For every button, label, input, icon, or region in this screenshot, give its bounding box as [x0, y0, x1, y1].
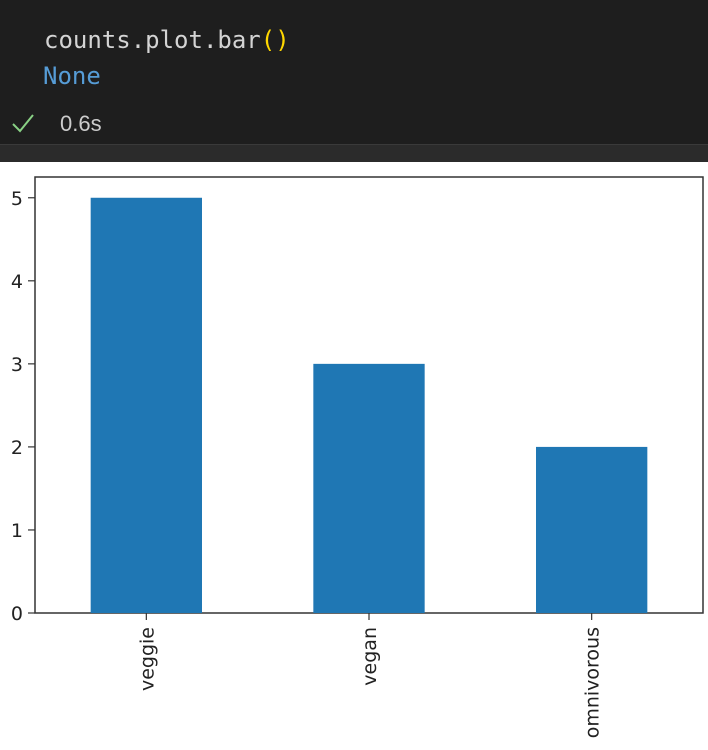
y-tick-label: 2 — [11, 437, 23, 459]
bar-omnivorous — [536, 446, 648, 613]
y-tick-label: 4 — [11, 271, 23, 293]
bar-vegan — [313, 363, 425, 613]
x-tick-label: veggie — [136, 627, 158, 691]
y-tick-label: 3 — [11, 354, 23, 376]
y-tick-label: 0 — [11, 603, 23, 625]
code-object: counts — [44, 26, 131, 54]
check-icon — [12, 114, 34, 133]
x-tick-label: omnivorous — [582, 627, 604, 738]
y-tick-label: 1 — [11, 520, 23, 542]
code-open-paren: ( — [260, 26, 276, 54]
x-tick-label: vegan — [359, 627, 381, 686]
y-tick-label: 5 — [11, 188, 23, 210]
execution-time: 0.6s — [60, 111, 102, 136]
code-editor[interactable]: counts.plot.bar() None 0.6s — [0, 0, 708, 144]
code-close-paren: ) — [275, 26, 290, 54]
cell-return-value: None — [43, 62, 101, 90]
bar-chart: 0 1 2 3 4 5 veggie vegan omnivorous — [11, 176, 704, 738]
code-dot: . — [202, 26, 218, 54]
bar-veggie — [90, 197, 202, 613]
code-dot: . — [130, 26, 146, 54]
output-divider — [0, 144, 708, 162]
cell-status-bar: 0.6s — [0, 104, 708, 144]
code-method: bar — [217, 26, 261, 54]
code-attribute: plot — [145, 26, 203, 54]
code-line[interactable]: counts.plot.bar() — [44, 24, 290, 56]
